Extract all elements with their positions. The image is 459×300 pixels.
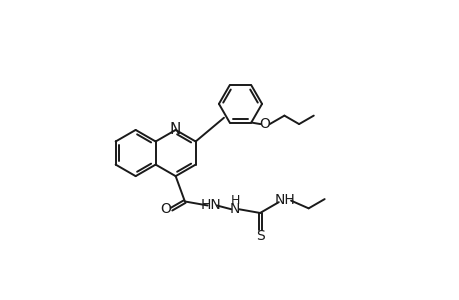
- Text: HN: HN: [200, 199, 221, 212]
- Text: NH: NH: [274, 193, 295, 207]
- Text: H: H: [230, 194, 239, 207]
- Text: S: S: [255, 229, 264, 243]
- Text: O: O: [259, 117, 270, 131]
- Text: N: N: [230, 202, 240, 216]
- Text: O: O: [160, 202, 171, 216]
- Text: N: N: [170, 122, 181, 137]
